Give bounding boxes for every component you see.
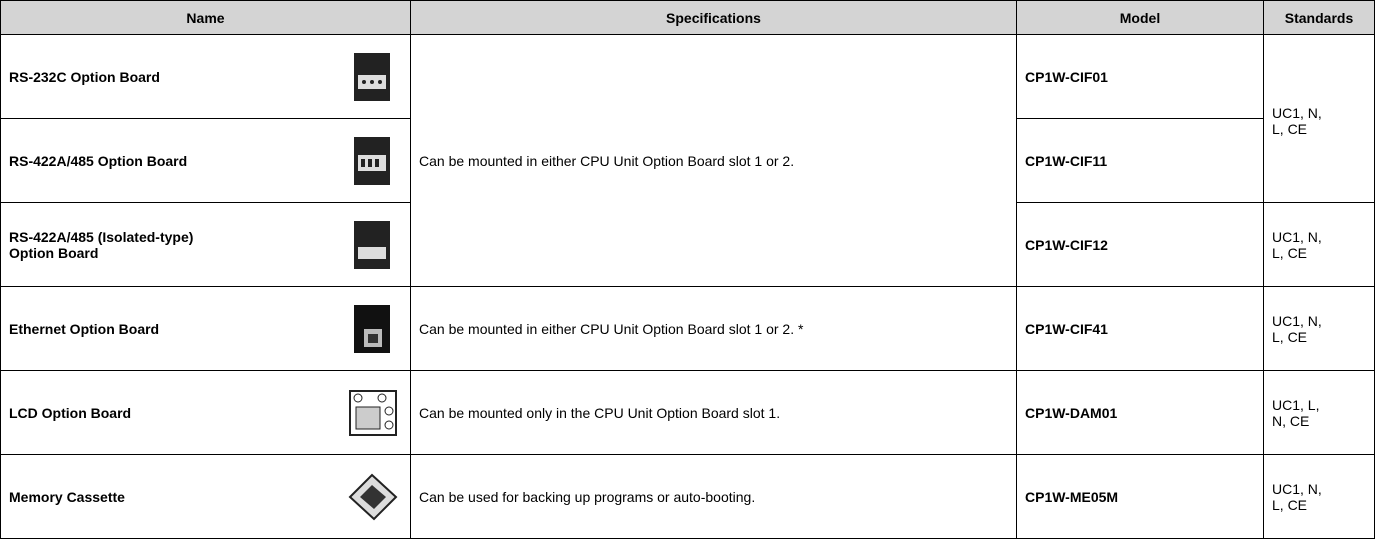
name-cell: Ethernet Option Board bbox=[0, 286, 411, 371]
name: LCD Option Board bbox=[9, 404, 132, 421]
header-cell: Name bbox=[0, 0, 411, 35]
product-icon bbox=[348, 473, 398, 520]
standards-cell: UC1, L, N, CE bbox=[1263, 370, 1375, 455]
model-cell: CP1W-CIF12 bbox=[1016, 202, 1264, 287]
standards-cell: UC1, N, L, CE bbox=[1263, 34, 1375, 203]
spec-cell: Can be mounted only in the CPU Unit Opti… bbox=[410, 370, 1017, 455]
model-cell: CP1W-ME05M bbox=[1016, 454, 1264, 539]
standards: UC1, N, L, CE bbox=[1272, 228, 1322, 261]
model-cell: CP1W-DAM01 bbox=[1016, 370, 1264, 455]
model-cell: CP1W-CIF11 bbox=[1016, 118, 1264, 203]
row: RS-422A/485 (Isolated-type) Option Board… bbox=[0, 202, 1375, 287]
header-cell: Model bbox=[1016, 0, 1264, 35]
product-icon bbox=[354, 52, 390, 101]
standards-cell: UC1, N, L, CE bbox=[1263, 454, 1375, 539]
name: Ethernet Option Board bbox=[9, 320, 160, 337]
spec-cell: Can be mounted in either CPU Unit Option… bbox=[410, 34, 1017, 287]
name: RS-232C Option Board bbox=[9, 68, 160, 85]
row: LCD Option Board Can be mounted only in … bbox=[0, 370, 1375, 455]
standards: UC1, L, N, CE bbox=[1272, 396, 1320, 429]
standards: UC1, N, L, CE bbox=[1272, 312, 1322, 345]
header-row: Name Specifications Model Standards bbox=[0, 0, 1375, 35]
name-cell: RS-422A/485 Option Board bbox=[0, 118, 411, 203]
header-cell: Standards bbox=[1263, 0, 1375, 35]
name-cell: RS-232C Option Board bbox=[0, 34, 411, 119]
name-cell: RS-422A/485 (Isolated-type) Option Board bbox=[0, 202, 411, 287]
product-icon bbox=[349, 389, 397, 436]
spec-cell: Can be used for backing up programs or a… bbox=[410, 454, 1017, 539]
product-icon bbox=[354, 220, 390, 269]
standards: UC1, N, L, CE bbox=[1272, 480, 1322, 513]
row: Memory Cassette Can be used for backing … bbox=[0, 454, 1375, 539]
name: Memory Cassette bbox=[9, 488, 125, 505]
spec-cell: Can be mounted in either CPU Unit Option… bbox=[410, 286, 1017, 371]
name: RS-422A/485 (Isolated-type) Option Board bbox=[9, 228, 194, 261]
standards-cell: UC1, N, L, CE bbox=[1263, 202, 1375, 287]
row: RS-422A/485 Option Board CP1W-CIF11 bbox=[0, 118, 1375, 203]
standards: UC1, N, L, CE bbox=[1272, 105, 1322, 137]
row: Ethernet Option Board Can be mounted in … bbox=[0, 286, 1375, 371]
model-cell: CP1W-CIF41 bbox=[1016, 286, 1264, 371]
product-icon bbox=[354, 304, 390, 353]
model-cell: CP1W-CIF01 bbox=[1016, 34, 1264, 119]
row: RS-232C Option Board Can be mounted in e… bbox=[0, 34, 1375, 287]
name: RS-422A/485 Option Board bbox=[9, 152, 188, 169]
header-cell: Specifications bbox=[410, 0, 1017, 35]
standards-cell: UC1, N, L, CE bbox=[1263, 286, 1375, 371]
product-icon bbox=[354, 136, 390, 185]
name-cell: Memory Cassette bbox=[0, 454, 411, 539]
name-cell: LCD Option Board bbox=[0, 370, 411, 455]
